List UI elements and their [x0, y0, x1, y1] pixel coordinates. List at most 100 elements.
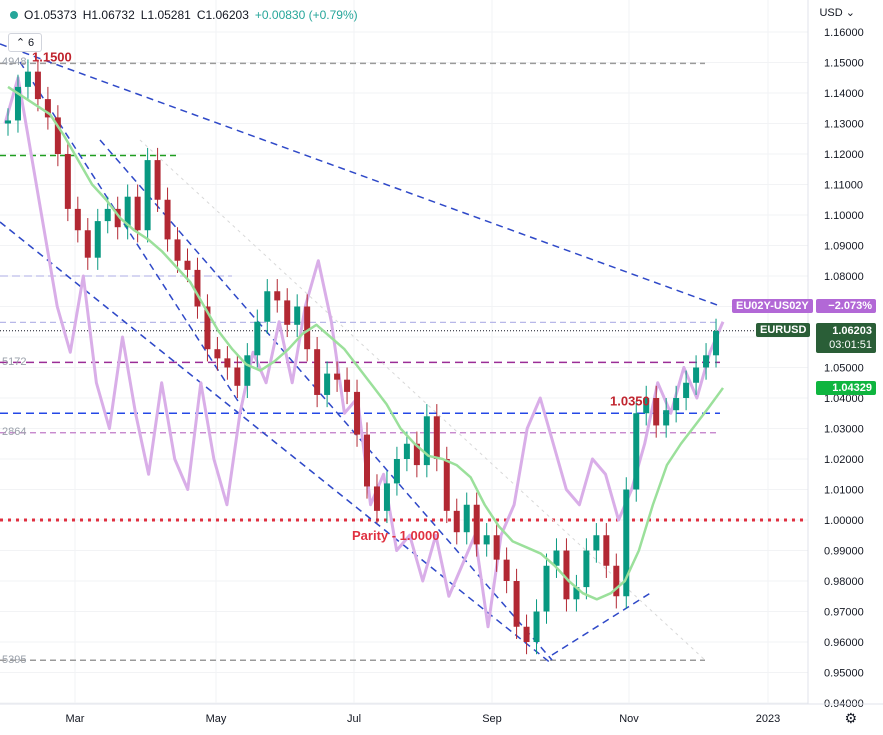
candle-body — [204, 306, 211, 350]
candle-body — [713, 330, 720, 356]
price-axis: 1.16000 1.15000 1.14000 1.13000 1.12000 1.110… — [807, 0, 883, 735]
y-tick-label: 1.02000 — [824, 454, 864, 466]
y-tick-label: 1.05000 — [824, 363, 864, 375]
x-tick-label: Nov — [619, 713, 639, 725]
candle-body — [433, 416, 440, 459]
y-tick-label: 1.01000 — [824, 485, 864, 497]
y-tick-label: 1.04000 — [824, 393, 864, 405]
candle-body — [573, 587, 580, 600]
candle-body — [703, 355, 710, 368]
candle-body — [503, 559, 510, 581]
candle-body — [94, 221, 101, 258]
trend-line — [139, 139, 706, 661]
trend-line — [99, 139, 553, 661]
candle-body — [443, 459, 450, 511]
sma-value-tag: 1.04329 — [816, 381, 876, 395]
candle-body — [364, 434, 370, 487]
candle-body — [653, 398, 660, 426]
y-tick-label: 0.95000 — [824, 668, 864, 680]
y-tick-label: 1.13000 — [824, 119, 864, 131]
indicator-toggle-button[interactable]: ⌃ 6 — [8, 33, 42, 52]
candle-body — [663, 410, 670, 426]
candle-body — [64, 154, 71, 209]
candle-body — [563, 550, 570, 600]
spread-value-tag: −2.073% — [816, 299, 876, 313]
candle-body — [154, 160, 161, 200]
candle-body — [44, 99, 51, 118]
candle-body — [84, 230, 91, 258]
series-candles — [5, 59, 720, 655]
spread-name-tag: EU02Y-US02Y — [732, 299, 813, 313]
candle-body — [74, 208, 81, 231]
trend-lines — [0, 43, 721, 665]
candle-body — [34, 71, 41, 100]
candle-body — [124, 196, 131, 228]
level-label-1150: 1.1500 — [32, 49, 72, 64]
y-tick-label: 1.11000 — [824, 180, 863, 192]
candle-body — [683, 382, 690, 398]
candle-body — [483, 535, 490, 545]
candle-body — [294, 306, 301, 325]
spread-line — [3, 76, 725, 629]
x-tick-label: May — [206, 713, 227, 725]
trend-line — [551, 591, 653, 656]
chevron-down-icon: ⌄ — [845, 7, 855, 19]
y-tick-label: 1.03000 — [824, 424, 864, 436]
sma-line — [7, 85, 725, 601]
chevron-up-icon: ⌃ — [15, 37, 26, 49]
candle-body — [693, 367, 700, 383]
series-sma — [7, 85, 725, 601]
y-tick-label: 0.98000 — [824, 576, 864, 588]
close-value: C1.06203 — [196, 8, 249, 22]
currency-selector[interactable]: USD ⌄ — [819, 6, 855, 19]
horizontal-levels — [0, 62, 808, 662]
level-labels: 1.1500 1.0350 Parity - 1.0000 — [32, 49, 650, 543]
candle-body — [453, 510, 460, 533]
candle-body — [393, 459, 400, 484]
candle-body — [194, 269, 201, 307]
level-label-1035: 1.0350 — [610, 393, 650, 408]
candle-body — [54, 117, 61, 154]
edge-label-top: 4948 — [2, 56, 27, 68]
candle-body — [543, 565, 550, 612]
candle-body — [164, 199, 171, 240]
time-axis: Mar May Jul Sep Nov 2023 — [0, 703, 883, 725]
candle-body — [254, 321, 261, 356]
candle-body — [523, 626, 530, 642]
market-status-icon — [10, 11, 18, 19]
candle-body — [583, 550, 590, 588]
gear-icon[interactable]: ⚙ — [844, 710, 857, 726]
candle-body — [314, 349, 321, 395]
candle-body — [413, 443, 420, 466]
candle-body — [144, 160, 151, 231]
candle-body — [14, 86, 21, 121]
x-tick-label: Sep — [482, 713, 502, 725]
edge-label-mid2: 2864 — [2, 426, 27, 438]
candle-body — [174, 239, 181, 261]
candle-body — [643, 398, 650, 414]
indicator-count: 6 — [28, 36, 35, 49]
candle-body — [553, 550, 560, 566]
candle-body — [214, 349, 221, 359]
y-tick-label: 1.12000 — [824, 149, 864, 161]
edge-label-bottom: 5395 — [2, 654, 27, 666]
y-tick-label: 1.14000 — [824, 88, 864, 100]
symbol-tag: EURUSD — [756, 323, 811, 337]
edge-label-mid1: 5172 — [2, 356, 27, 368]
candle-body — [104, 208, 111, 222]
trend-line — [0, 221, 553, 665]
candle-body — [463, 504, 470, 533]
candle-body — [513, 581, 520, 627]
x-tick-label: Jul — [347, 713, 361, 725]
candle-body — [603, 535, 610, 566]
candle-body — [334, 373, 341, 380]
candle-body — [324, 373, 331, 395]
candle-body — [234, 367, 241, 386]
trend-line — [19, 61, 246, 413]
y-tick-label: 1.00000 — [824, 515, 864, 527]
candle-body — [673, 398, 680, 411]
candle-body — [423, 416, 430, 466]
x-tick-label: Mar — [66, 713, 85, 725]
candle-body — [224, 358, 231, 368]
